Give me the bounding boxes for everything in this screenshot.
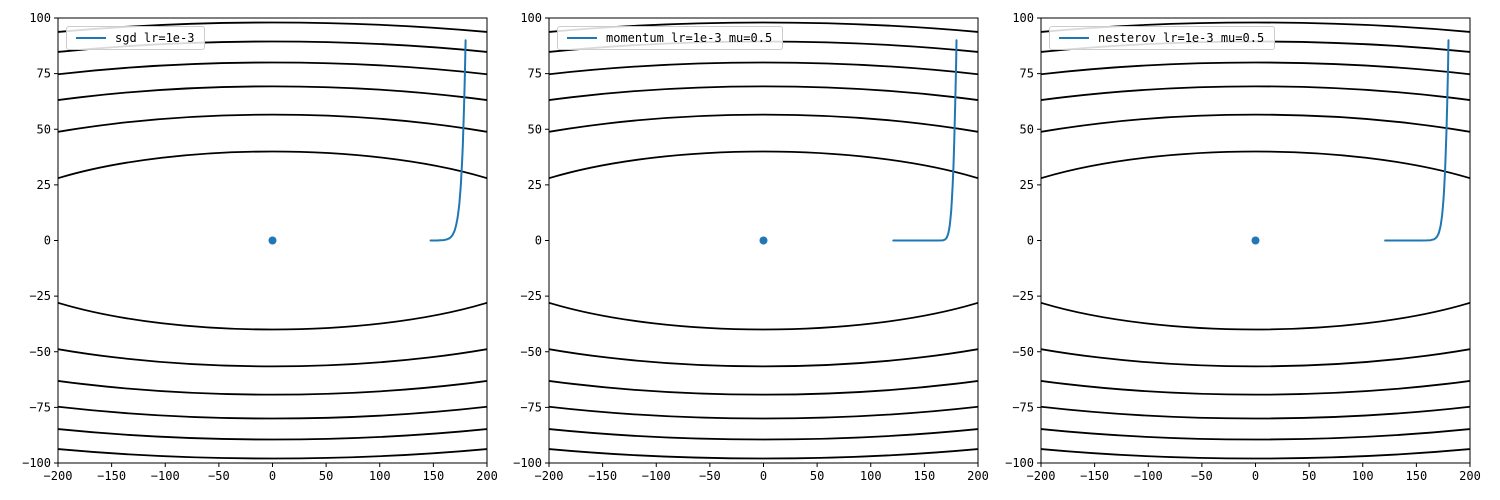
y-tick-label: −100 [1005, 456, 1034, 470]
y-tick-label: −75 [29, 400, 51, 414]
x-tick-label: 50 [319, 469, 333, 483]
minimum-point [1251, 236, 1260, 245]
y-tick-label: 100 [1012, 11, 1034, 25]
subplot-3: −200 −150 −100 −50 0 50 100 150 200 −100 −75 −50 −25… [1005, 11, 1481, 483]
y-tick-label: 75 [528, 67, 542, 81]
x-tick-label: 150 [914, 469, 936, 483]
contour-line [549, 150, 978, 331]
legend-nesterov: nesterov lr=1e-3 mu=0.5 [1049, 26, 1276, 50]
contour-line [549, 21, 978, 460]
x-tick-label: −200 [1027, 469, 1056, 483]
x-tick-label: −100 [151, 469, 180, 483]
x-tick-label: 150 [1406, 469, 1428, 483]
legend-label-nesterov: nesterov lr=1e-3 mu=0.5 [1098, 31, 1265, 45]
legend-line-sample-sgd [76, 37, 106, 39]
x-tick-label: 200 [1459, 469, 1481, 483]
minimum-point [268, 236, 277, 245]
y-tick-label: −75 [520, 400, 542, 414]
y-axis: −100 −75 −50 −25 0 25 50 75 100 [513, 11, 549, 470]
y-tick-label: 50 [37, 122, 51, 136]
x-axis: −200 −150 −100 −50 0 50 100 150 200 [535, 463, 989, 483]
x-axis: −200 −150 −100 −50 0 50 100 150 200 [1027, 463, 1481, 483]
y-tick-label: −100 [513, 456, 542, 470]
x-tick-label: −150 [97, 469, 126, 483]
y-tick-label: 0 [535, 234, 542, 248]
y-tick-label: 100 [29, 11, 51, 25]
y-tick-label: −25 [1012, 289, 1034, 303]
legend-label-sgd: sgd lr=1e-3 [115, 31, 195, 45]
legend-label-momentum: momentum lr=1e-3 mu=0.5 [606, 31, 773, 45]
y-tick-label: 50 [528, 122, 542, 136]
x-tick-label: 50 [810, 469, 824, 483]
y-tick-label: −50 [1012, 345, 1034, 359]
x-tick-label: 200 [967, 469, 989, 483]
y-tick-label: 75 [37, 67, 51, 81]
x-tick-label: 100 [1352, 469, 1374, 483]
x-tick-label: 0 [1252, 469, 1259, 483]
contour-line [58, 150, 487, 331]
y-tick-label: −25 [520, 289, 542, 303]
x-tick-label: 200 [476, 469, 498, 483]
y-tick-label: 0 [44, 234, 51, 248]
trajectory-line [1384, 39, 1450, 242]
y-tick-label: 50 [1020, 122, 1034, 136]
contour-line [58, 85, 487, 396]
x-tick-label: 0 [269, 469, 276, 483]
contour-line [549, 85, 978, 396]
y-tick-label: −50 [29, 345, 51, 359]
y-axis: −100 −75 −50 −25 0 25 50 75 100 [22, 11, 58, 470]
y-tick-label: 25 [1020, 178, 1034, 192]
y-tick-label: −100 [22, 456, 51, 470]
y-tick-label: −25 [29, 289, 51, 303]
x-tick-label: −100 [1134, 469, 1163, 483]
x-tick-label: −150 [1080, 469, 1109, 483]
minimum-point [759, 236, 768, 245]
legend-momentum: momentum lr=1e-3 mu=0.5 [557, 26, 784, 50]
x-tick-label: −150 [588, 469, 617, 483]
x-tick-label: 0 [760, 469, 767, 483]
x-tick-label: 100 [860, 469, 882, 483]
contour-line [1041, 150, 1470, 331]
x-axis: −200 −150 −100 −50 0 50 100 150 200 [44, 463, 498, 483]
x-tick-label: −50 [208, 469, 230, 483]
trajectory-line [429, 39, 467, 242]
y-tick-label: −75 [1012, 400, 1034, 414]
legend-line-sample-momentum [567, 37, 597, 39]
x-tick-label: −50 [699, 469, 721, 483]
y-tick-label: 25 [528, 178, 542, 192]
legend-sgd: sgd lr=1e-3 [66, 26, 206, 50]
contour-line [1041, 40, 1470, 441]
x-tick-label: 50 [1302, 469, 1316, 483]
contour-line [58, 61, 487, 420]
x-tick-label: 100 [369, 469, 391, 483]
y-tick-label: 0 [1027, 234, 1034, 248]
x-tick-label: 150 [423, 469, 445, 483]
contour-line [58, 113, 487, 368]
contour-line [1041, 21, 1470, 460]
contour-lines [1041, 21, 1470, 460]
y-tick-label: −50 [520, 345, 542, 359]
contour-line [58, 21, 487, 460]
y-tick-label: 100 [520, 11, 542, 25]
subplot-1: −200 −150 −100 −50 0 50 100 150 200 −100 −75 −50 −25… [22, 11, 498, 483]
contour-line [549, 61, 978, 420]
contour-line [1041, 61, 1470, 420]
trajectory-line [892, 39, 958, 242]
subplot-2: −200 −150 −100 −50 0 50 100 150 200 −100 −75 −50 −25… [513, 11, 989, 483]
y-tick-label: 25 [37, 178, 51, 192]
contour-line [1041, 85, 1470, 396]
contour-lines [58, 21, 487, 460]
contour-line [58, 40, 487, 441]
y-tick-label: 75 [1020, 67, 1034, 81]
x-tick-label: −200 [44, 469, 73, 483]
y-axis: −100 −75 −50 −25 0 25 50 75 100 [1005, 11, 1041, 470]
x-tick-label: −200 [535, 469, 564, 483]
contour-line [1041, 113, 1470, 368]
contour-line [549, 113, 978, 368]
x-tick-label: −100 [642, 469, 671, 483]
x-tick-label: −50 [1191, 469, 1213, 483]
legend-line-sample-nesterov [1059, 37, 1089, 39]
